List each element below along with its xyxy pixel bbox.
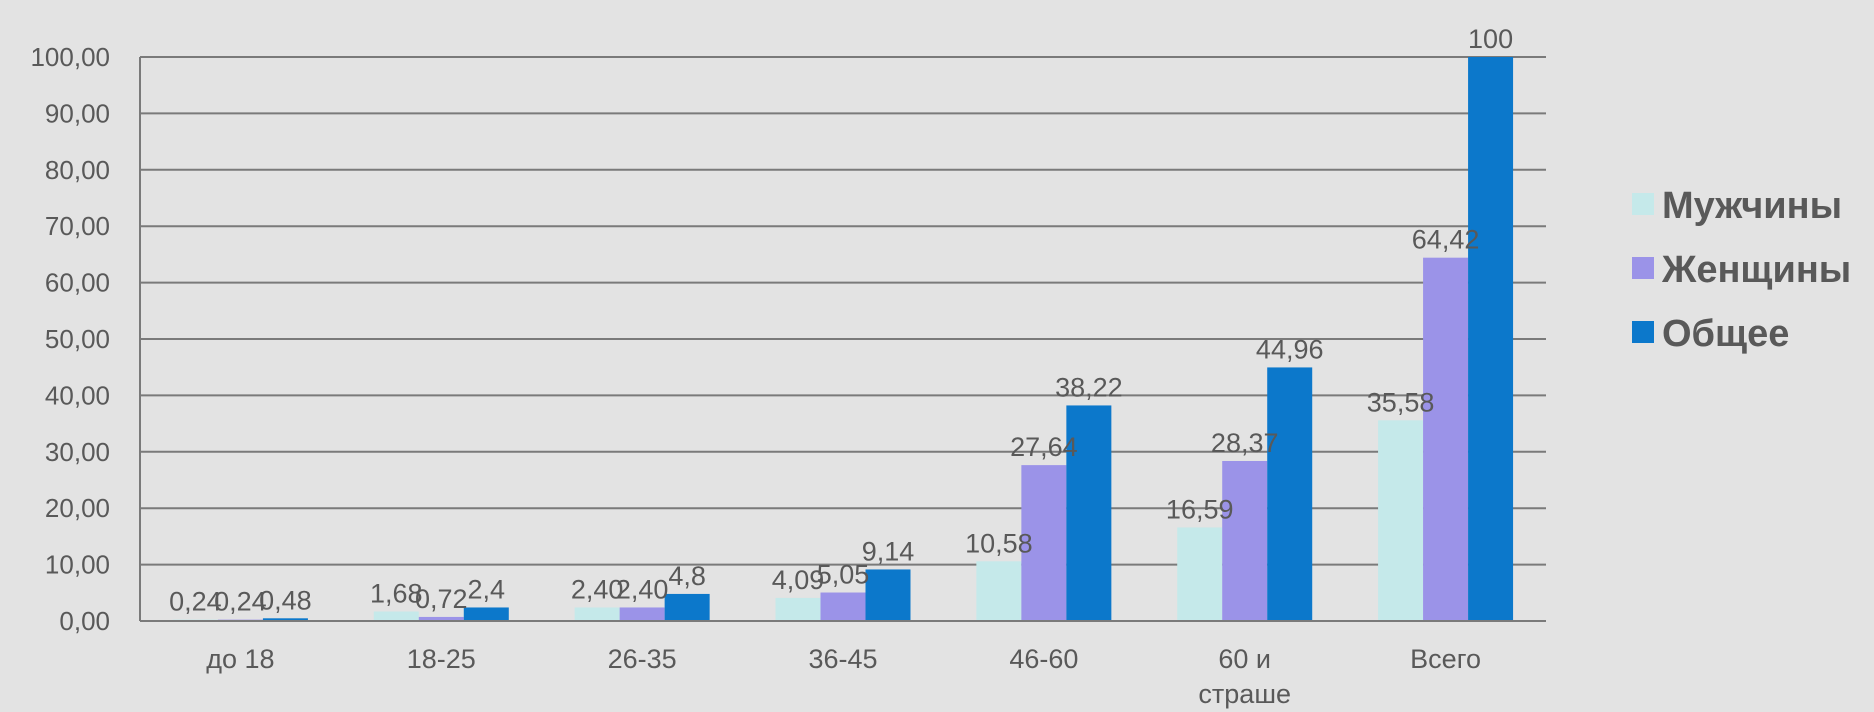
y-tick-label: 30,00 — [45, 437, 110, 467]
data-label: 1,68 — [370, 579, 423, 609]
x-tick-label: до 18 — [206, 644, 274, 674]
x-axis: до 18 18-25 26-35 36-45 46-60 60 и страше Всего — [140, 620, 1546, 709]
y-tick-label: 20,00 — [45, 493, 110, 523]
legend-label: Мужчины — [1662, 185, 1842, 227]
bar — [1066, 405, 1112, 621]
y-tick-label: 10,00 — [45, 550, 110, 580]
data-label: 0,24 — [214, 587, 267, 617]
x-tick-label: Всего — [1410, 644, 1481, 674]
bar — [373, 611, 419, 621]
legend-swatch — [1632, 193, 1654, 215]
y-tick-label: 50,00 — [45, 324, 110, 354]
data-label: 2,40 — [616, 574, 669, 604]
data-label: 5,05 — [817, 560, 870, 590]
data-label: 27,64 — [1010, 432, 1078, 462]
bar — [418, 616, 464, 621]
data-label: 0,48 — [259, 585, 312, 615]
bar — [1267, 367, 1313, 621]
data-label: 2,4 — [468, 574, 506, 604]
data-label: 28,37 — [1211, 428, 1279, 458]
data-label: 4,8 — [668, 561, 706, 591]
bar — [262, 618, 308, 621]
legend: Мужчины Женщины Общее — [1632, 185, 1851, 355]
x-tick-label: 60 и страше — [1198, 644, 1291, 709]
data-label: 2,40 — [571, 574, 624, 604]
data-label: 35,58 — [1367, 387, 1435, 417]
data-label: 64,42 — [1412, 225, 1480, 255]
legend-label: Общее — [1662, 313, 1789, 355]
data-label: 38,22 — [1055, 372, 1123, 402]
x-tick-label: 26-35 — [608, 644, 677, 674]
y-tick-label: 0,00 — [59, 606, 110, 636]
data-label: 10,58 — [965, 528, 1033, 558]
y-tick-label: 90,00 — [45, 98, 110, 128]
data-label: 100 — [1468, 24, 1513, 54]
x-tick-label: 18-25 — [407, 644, 476, 674]
data-label: 16,59 — [1166, 494, 1234, 524]
data-label: 0,72 — [415, 584, 468, 614]
bar — [1378, 420, 1424, 621]
bar — [1222, 460, 1268, 621]
legend-label: Женщины — [1661, 249, 1851, 291]
x-tick-label: 36-45 — [808, 644, 877, 674]
bar — [1177, 527, 1223, 621]
y-tick-label: 80,00 — [45, 155, 110, 185]
bar — [619, 607, 665, 621]
y-axis-tick-labels: 0,00 10,00 20,00 30,00 40,00 50,00 60,00 70,00 8… — [30, 42, 110, 636]
bar — [463, 607, 509, 621]
data-labels: 0,240,240,48 1,680,72 2,4 2,402,40 4,8 4,095,… — [169, 24, 1513, 617]
legend-swatch — [1632, 321, 1654, 343]
y-tick-label: 70,00 — [45, 211, 110, 241]
data-label: 0,24 — [169, 587, 222, 617]
y-tick-label: 60,00 — [45, 268, 110, 298]
bar — [775, 597, 821, 621]
bar — [574, 607, 620, 621]
data-label: 44,96 — [1256, 334, 1324, 364]
x-tick-label: 46-60 — [1009, 644, 1078, 674]
y-tick-label: 100,00 — [30, 42, 110, 72]
bar — [820, 592, 866, 621]
data-label: 4,09 — [772, 565, 825, 595]
legend-swatch — [1632, 257, 1654, 279]
gridlines — [139, 56, 1546, 622]
bar — [664, 593, 710, 621]
data-label: 9,14 — [862, 536, 915, 566]
bar — [1468, 57, 1514, 621]
bar — [1423, 257, 1469, 621]
bar — [865, 569, 911, 621]
bar — [976, 561, 1022, 621]
y-tick-label: 40,00 — [45, 380, 110, 410]
bar — [1021, 465, 1067, 621]
